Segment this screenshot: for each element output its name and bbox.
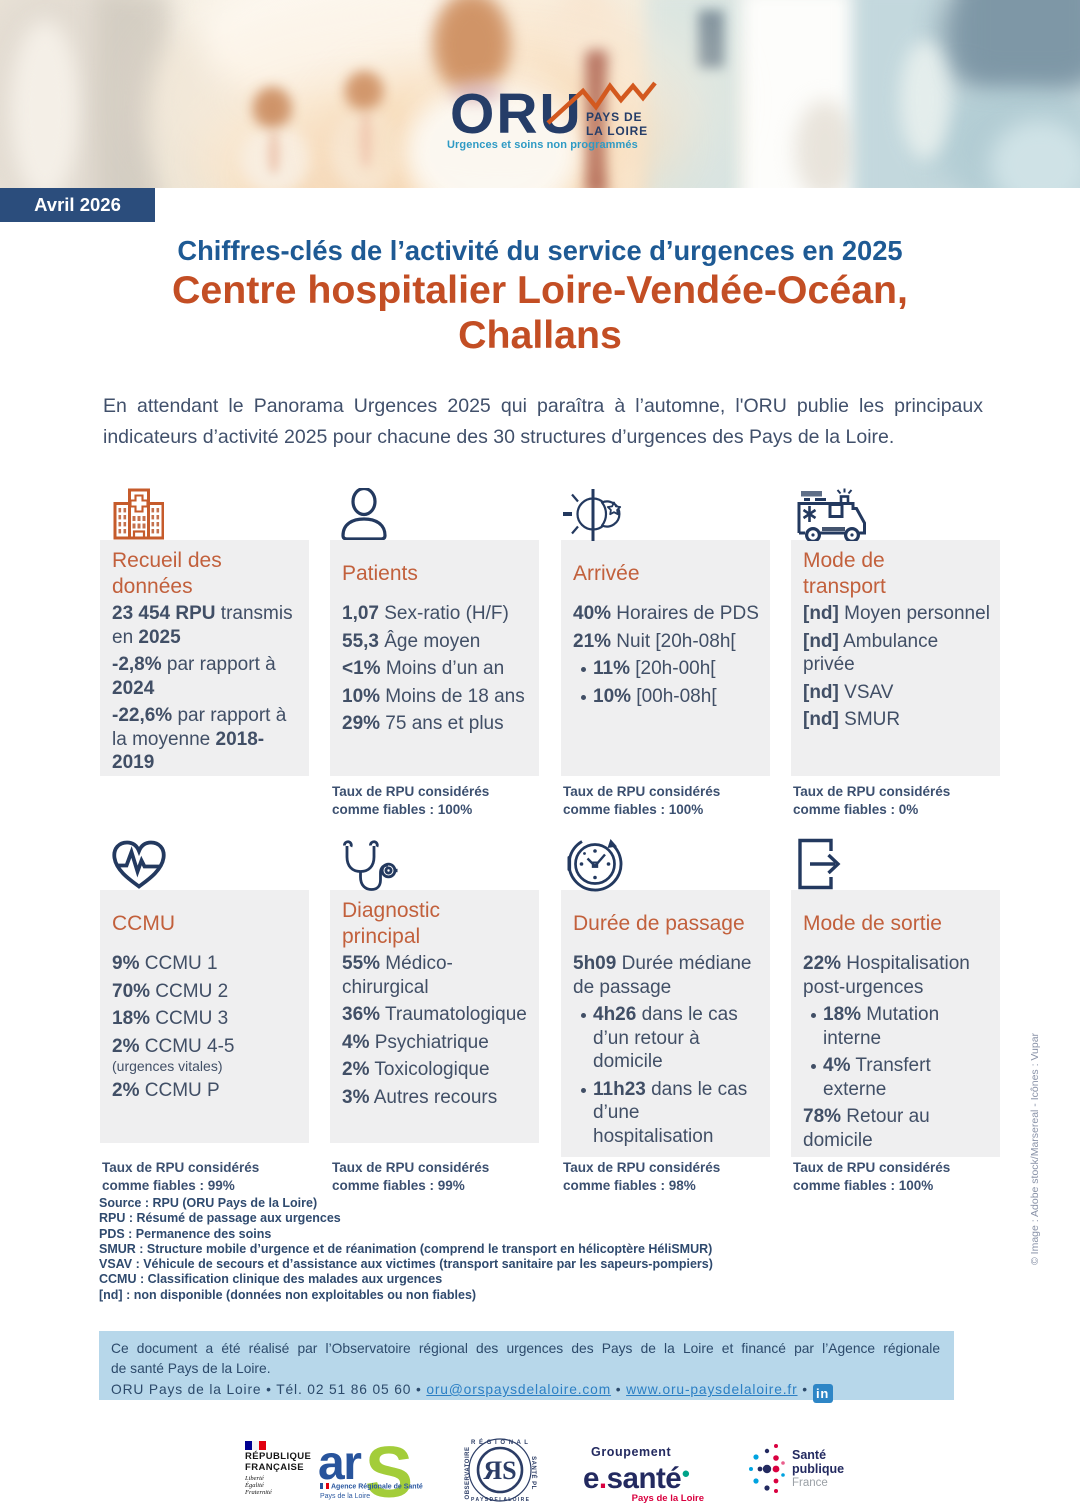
svg-text:S: S bbox=[365, 1439, 413, 1503]
svg-text:Pays de la Loire: Pays de la Loire bbox=[320, 1493, 370, 1500]
svg-text:ar: ar bbox=[318, 1439, 361, 1490]
svg-text:SANTÉ PL: SANTÉ PL bbox=[530, 1456, 538, 1490]
svg-text:ЯS: ЯS bbox=[483, 1456, 516, 1485]
svg-text:R É G I O N A L: R É G I O N A L bbox=[471, 1438, 529, 1446]
svg-text:P A Y S D E L A L O I R E: P A Y S D E L A L O I R E bbox=[471, 1497, 530, 1503]
svg-text:Agence Régionale de Santé: Agence Régionale de Santé bbox=[331, 1484, 423, 1491]
svg-text:OBSERVATOIRE: OBSERVATOIRE bbox=[465, 1447, 471, 1500]
